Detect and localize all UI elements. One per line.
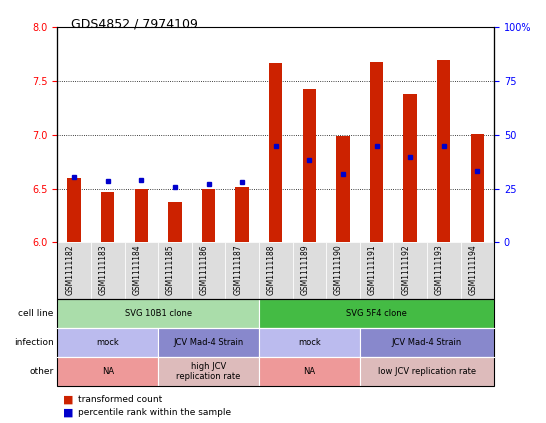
Bar [235,187,249,242]
Text: mock: mock [298,338,321,347]
Text: NA: NA [303,367,316,376]
Text: GSM1111192: GSM1111192 [401,244,410,295]
Bar [403,94,417,242]
Text: GDS4852 / 7974109: GDS4852 / 7974109 [71,18,198,31]
Text: percentile rank within the sample: percentile rank within the sample [78,408,231,417]
Bar [437,60,450,242]
Text: JCV Mad-4 Strain: JCV Mad-4 Strain [392,338,462,347]
Text: ■: ■ [63,395,73,405]
Text: ▶: ▶ [59,309,65,319]
Text: ▶: ▶ [59,338,65,347]
Text: SVG 5F4 clone: SVG 5F4 clone [346,309,407,319]
Text: SVG 10B1 clone: SVG 10B1 clone [124,309,192,319]
Text: GSM1111185: GSM1111185 [166,244,175,295]
Bar [101,192,115,242]
Text: JCV Mad-4 Strain: JCV Mad-4 Strain [174,338,244,347]
Text: ■: ■ [63,408,73,418]
Bar [471,134,484,242]
Text: low JCV replication rate: low JCV replication rate [378,367,476,376]
Text: GSM1111186: GSM1111186 [199,244,209,295]
Bar [336,136,349,242]
Text: GSM1111183: GSM1111183 [99,244,108,295]
Text: transformed count: transformed count [78,396,162,404]
Text: GSM1111193: GSM1111193 [435,244,444,295]
Text: cell line: cell line [18,309,54,319]
Text: GSM1111189: GSM1111189 [300,244,310,295]
Bar [269,63,282,242]
Bar [302,89,316,242]
Bar [67,178,81,242]
Text: GSM1111188: GSM1111188 [267,244,276,294]
Text: GSM1111191: GSM1111191 [367,244,377,295]
Bar [135,189,148,242]
Text: GSM1111184: GSM1111184 [132,244,141,295]
Text: GSM1111190: GSM1111190 [334,244,343,295]
Text: GSM1111182: GSM1111182 [65,244,74,294]
Text: infection: infection [14,338,54,347]
Bar [370,62,383,242]
Text: ▶: ▶ [59,367,65,376]
Bar [202,189,215,242]
Text: high JCV
replication rate: high JCV replication rate [176,362,241,381]
Bar [168,201,182,242]
Text: NA: NA [102,367,114,376]
Text: other: other [29,367,54,376]
Text: GSM1111187: GSM1111187 [233,244,242,295]
Text: mock: mock [96,338,119,347]
Text: GSM1111194: GSM1111194 [468,244,477,295]
